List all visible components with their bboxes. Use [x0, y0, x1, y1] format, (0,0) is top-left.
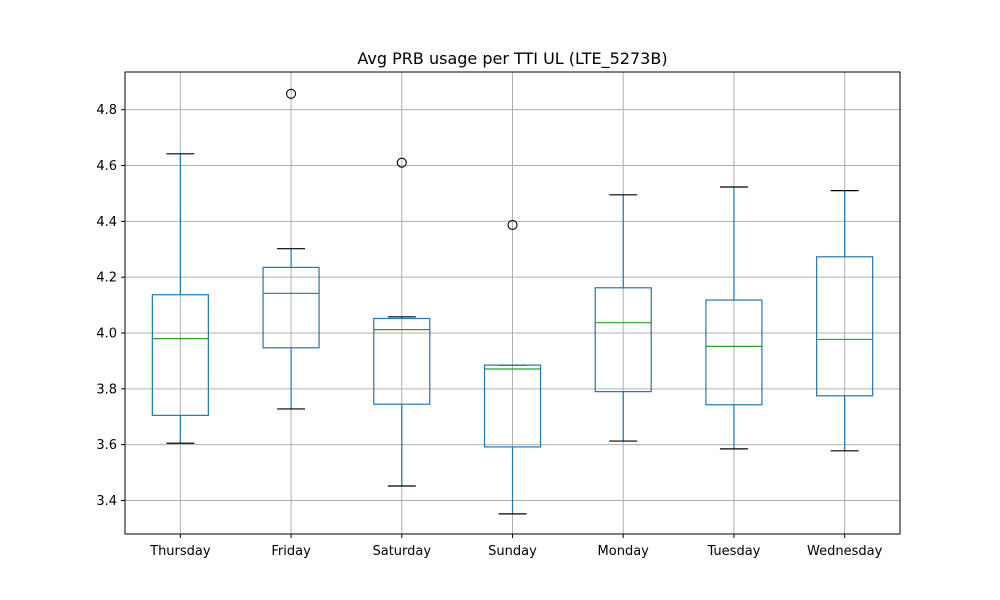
x-tick-label: Tuesday [706, 544, 760, 559]
box-group-tuesday [705, 186, 763, 450]
iqr-box [705, 299, 763, 406]
box-group-friday [262, 88, 320, 410]
outlier-point [507, 219, 518, 231]
iqr-box [262, 266, 320, 349]
y-tick-label: 4.0 [96, 327, 117, 342]
iqr-box [594, 287, 652, 393]
x-tick-label: Saturday [372, 544, 431, 559]
outlier-point [396, 157, 407, 168]
x-tick-label: Sunday [488, 544, 537, 559]
x-tick-label: Thursday [149, 544, 211, 559]
box-group-monday [594, 194, 652, 442]
y-tick-label: 3.4 [96, 494, 117, 509]
x-tick-label: Friday [271, 544, 311, 559]
axis-layer: 3.4 3.6 3.8 4.0 4.2 4.4 4.6 4.8 Thursday Friday Sa… [96, 103, 882, 559]
y-tick-label: 4.8 [96, 103, 117, 118]
grid-layer [125, 72, 900, 534]
y-tick-label: 3.8 [96, 382, 117, 397]
y-tick-label: 4.2 [96, 271, 117, 286]
iqr-box [373, 317, 431, 405]
box-layer [151, 88, 874, 515]
y-tick-label: 4.4 [96, 215, 117, 230]
box-group-saturday [373, 157, 431, 487]
iqr-box [483, 364, 542, 448]
iqr-box [151, 294, 209, 416]
box-group-thursday [151, 153, 209, 444]
outlier-point [286, 88, 297, 99]
box-group-sunday [483, 219, 542, 515]
chart-title: Avg PRB usage per TTI UL (LTE_5273B) [357, 49, 667, 69]
x-tick-label: Monday [598, 544, 650, 559]
x-tick-label: Wednesday [807, 544, 883, 559]
box-group-wednesday [816, 190, 874, 452]
iqr-box [816, 256, 874, 397]
y-tick-label: 4.6 [96, 159, 117, 174]
y-tick-label: 3.6 [96, 438, 117, 453]
